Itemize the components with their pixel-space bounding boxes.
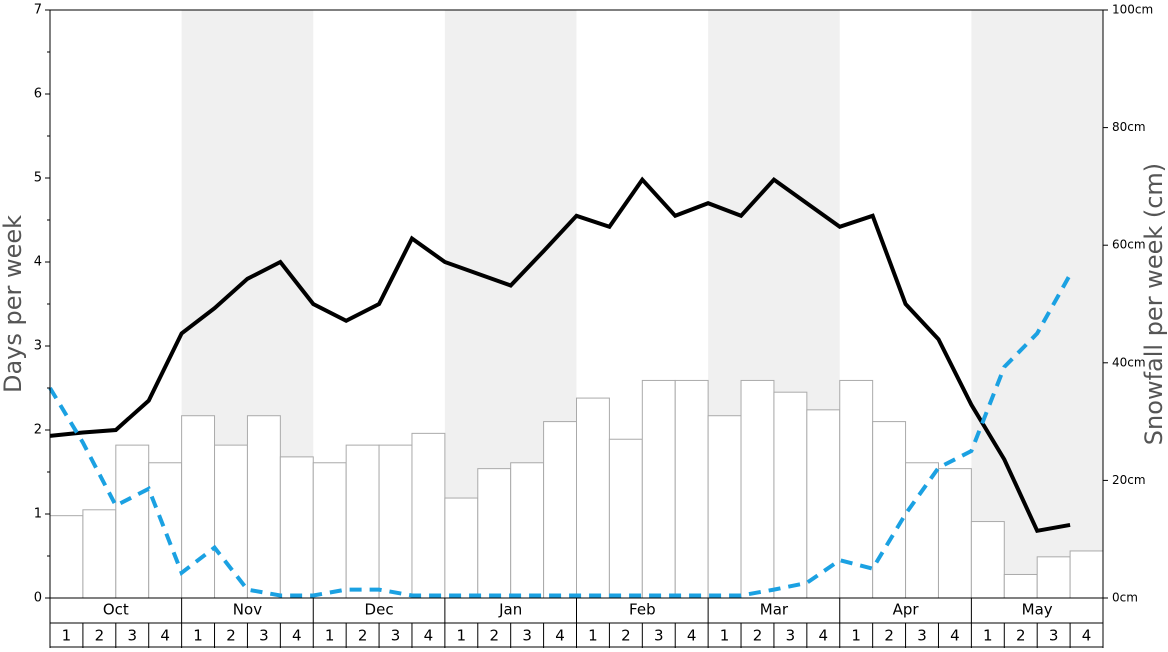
y2-tick-label: 60cm <box>1112 238 1146 252</box>
y-tick-label: 7 <box>34 3 42 18</box>
y2-tick-label: 40cm <box>1112 355 1146 369</box>
x-tick-label: 4 <box>1082 627 1092 645</box>
x-tick-label: 2 <box>621 627 631 645</box>
x-tick-label: 1 <box>851 627 861 645</box>
bar <box>773 391 808 599</box>
x-tick-label: 4 <box>424 627 434 645</box>
month-label: Oct <box>103 601 129 619</box>
bar <box>312 462 347 599</box>
bar <box>608 438 643 599</box>
bar <box>345 444 380 599</box>
bar <box>246 415 281 599</box>
month-label: May <box>1022 601 1053 619</box>
x-tick-label: 3 <box>1049 627 1059 645</box>
x-tick-label: 1 <box>457 627 467 645</box>
x-tick-label: 4 <box>819 627 829 645</box>
bar <box>115 444 150 599</box>
x-tick-label: 2 <box>1016 627 1026 645</box>
y2-tick-label: 20cm <box>1112 473 1146 487</box>
y-tick-label: 3 <box>34 339 42 354</box>
x-tick-label: 4 <box>292 627 302 645</box>
bar <box>82 509 117 599</box>
bar <box>674 379 709 599</box>
bar <box>378 444 413 599</box>
x-tick-label: 1 <box>588 627 598 645</box>
bar <box>279 456 314 599</box>
x-tick-label: 1 <box>325 627 335 645</box>
month-shade <box>971 10 1103 598</box>
y-tick-label: 4 <box>34 255 42 270</box>
y2-tick-label: 80cm <box>1112 120 1146 134</box>
month-label: Feb <box>629 601 656 619</box>
x-tick-label: 1 <box>193 627 203 645</box>
x-tick-label: 4 <box>160 627 170 645</box>
line <box>48 273 1072 598</box>
x-tick-label: 3 <box>522 627 532 645</box>
month-label: Dec <box>365 601 394 619</box>
bar <box>444 497 479 599</box>
bar <box>49 515 84 599</box>
y-tick-label: 2 <box>34 423 42 438</box>
x-tick-label: 3 <box>654 627 664 645</box>
month-label: Apr <box>893 601 920 619</box>
y2-tick-label: 0cm <box>1112 591 1138 605</box>
line <box>49 176 1071 534</box>
x-tick-label: 3 <box>786 627 796 645</box>
y-tick-label: 1 <box>34 507 42 522</box>
y2-axis-title: Snowfall per week (cm) <box>1140 163 1168 445</box>
background <box>181 10 1103 598</box>
bar <box>806 409 841 599</box>
bar <box>905 462 939 599</box>
month-label: Nov <box>233 601 262 619</box>
bar <box>510 462 545 599</box>
y-tick-label: 5 <box>34 171 42 186</box>
x-tick-label: 2 <box>753 627 763 645</box>
bar <box>148 462 183 599</box>
x-tick-label: 4 <box>950 627 960 645</box>
bar <box>543 421 577 599</box>
bar <box>1036 556 1071 599</box>
bar <box>970 521 1005 599</box>
y-axis-title: Days per week <box>0 215 27 393</box>
bar <box>214 444 248 599</box>
x-tick-label: 2 <box>226 627 236 645</box>
y2-tick-label: 100cm <box>1112 3 1153 17</box>
bar <box>411 432 446 599</box>
y-tick-label: 0 <box>34 591 42 606</box>
bar <box>1003 573 1038 599</box>
x-tick-label: 1 <box>983 627 993 645</box>
bar <box>707 415 742 599</box>
x-tick-label: 1 <box>62 627 72 645</box>
bar <box>740 379 775 599</box>
bar <box>641 379 676 599</box>
bar <box>477 468 512 599</box>
month-label: Mar <box>760 601 789 619</box>
bar <box>1069 550 1104 599</box>
x-tick-label: 3 <box>127 627 137 645</box>
x-tick-label: 1 <box>720 627 730 645</box>
bar <box>576 397 610 599</box>
x-tick-label: 2 <box>884 627 894 645</box>
x-tick-label: 2 <box>358 627 368 645</box>
y-tick-label: 6 <box>34 87 42 102</box>
x-tick-label: 2 <box>95 627 105 645</box>
bar <box>872 421 907 599</box>
x-tick-label: 3 <box>391 627 401 645</box>
bar <box>937 468 972 599</box>
x-tick-label: 3 <box>917 627 927 645</box>
plot-border <box>49 9 1104 648</box>
x-tick-label: 4 <box>687 627 697 645</box>
month-label: Jan <box>498 601 522 619</box>
x-tick-label: 4 <box>555 627 565 645</box>
x-tick-label: 2 <box>489 627 499 645</box>
x-tick-label: 3 <box>259 627 269 645</box>
